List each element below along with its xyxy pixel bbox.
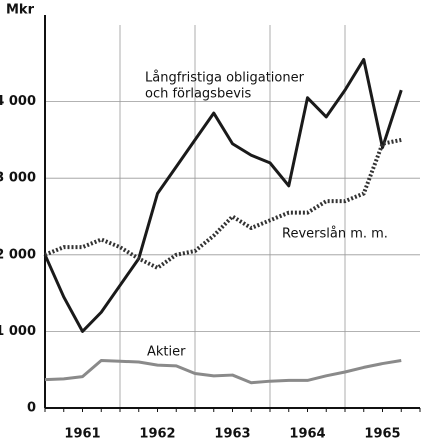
y-tick-label: 3 000 <box>0 171 36 186</box>
x-tick-label: 1965 <box>364 427 400 442</box>
y-tick-label: 4 000 <box>0 94 36 109</box>
series-label: och förlagsbevis <box>145 87 252 102</box>
y-unit: Mkr <box>6 3 35 18</box>
y-tick-label: 0 <box>27 401 36 416</box>
x-tick-label: 1961 <box>64 427 100 442</box>
series-label: Aktier <box>147 345 186 360</box>
x-tick-label: 1962 <box>139 427 175 442</box>
series-line <box>44 359 402 385</box>
y-tick-label: 2 000 <box>0 247 36 262</box>
series-label: Långfristiga obligationer <box>145 71 305 86</box>
series-line <box>43 57 403 333</box>
x-tick-label: 1964 <box>289 427 325 442</box>
x-tick-label: 1963 <box>214 427 250 442</box>
series-line <box>44 137 402 270</box>
y-tick-label: 1 000 <box>0 324 36 339</box>
series-label: Reverslån m. m. <box>282 227 388 242</box>
